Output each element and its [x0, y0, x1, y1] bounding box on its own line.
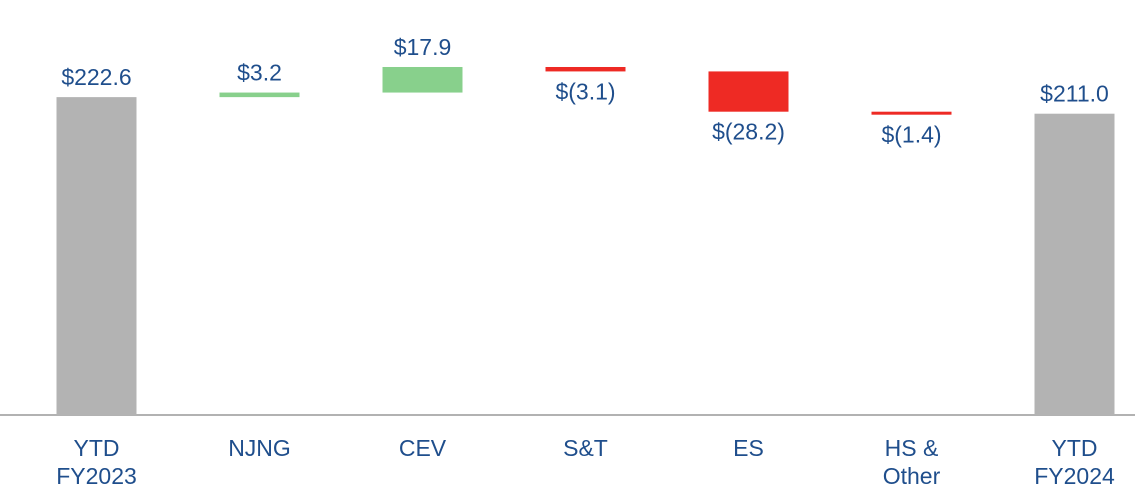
bar — [219, 92, 300, 98]
value-label: $(3.1) — [555, 78, 615, 104]
bar — [708, 71, 789, 112]
x-tick-label: YTD FY2023 — [56, 435, 137, 489]
bar — [1034, 113, 1115, 415]
value-label: $(28.2) — [712, 119, 785, 145]
x-tick-label: NJNG — [228, 435, 291, 461]
x-tick-label: HS & Other — [882, 435, 941, 489]
value-label: $3.2 — [237, 60, 282, 86]
value-label: $17.9 — [394, 34, 452, 60]
x-tick-label: YTD FY2024 — [1034, 435, 1115, 489]
bar — [545, 66, 626, 72]
bar — [382, 66, 463, 93]
value-label: $(1.4) — [881, 122, 941, 148]
bar — [871, 111, 952, 115]
x-tick-label: S&T — [563, 435, 608, 461]
x-tick-label: CEV — [398, 435, 447, 461]
value-label: $211.0 — [1040, 81, 1109, 107]
value-label: $222.6 — [61, 64, 131, 90]
bar — [56, 97, 137, 415]
x-tick-label: ES — [733, 435, 764, 461]
